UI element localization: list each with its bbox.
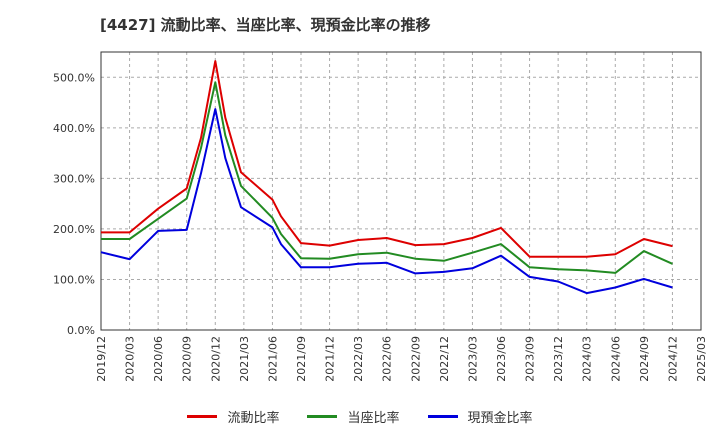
y-tick-label: 100.0% (53, 273, 95, 286)
x-tick-label: 2022/09 (409, 336, 422, 382)
legend-swatch-current-ratio (187, 414, 218, 418)
x-tick-label: 2024/03 (581, 336, 594, 382)
plot-frame (100, 51, 702, 331)
x-tick-label: 2024/09 (638, 336, 651, 382)
legend-item-current-ratio: 流動比率 (187, 407, 279, 426)
x-tick-label: 2024/06 (609, 336, 622, 382)
x-tick-label: 2019/12 (95, 336, 108, 382)
legend-swatch-cash-ratio (427, 414, 458, 418)
series-line-2 (100, 108, 673, 295)
x-tick-label: 2021/03 (238, 336, 251, 382)
y-tick-label: 200.0% (53, 223, 95, 236)
x-tick-label: 2022/12 (438, 336, 451, 382)
x-tick-label: 2020/06 (152, 336, 165, 382)
x-tick-label: 2023/12 (552, 336, 565, 382)
x-tick-label: 2021/06 (266, 336, 279, 382)
x-tick-label: 2025/03 (695, 336, 708, 382)
x-tick-label: 2022/06 (381, 336, 394, 382)
y-tick-label: 500.0% (53, 71, 95, 84)
legend-item-cash-ratio: 現預金比率 (427, 407, 533, 426)
axes: 0.0% 100.0% 200.0% 300.0% 400.0% 500.0% 2019/1… (53, 51, 708, 382)
x-tick-label: 2022/03 (352, 336, 365, 382)
x-tick-label: 2023/09 (524, 336, 537, 382)
x-tick-label: 2023/06 (495, 336, 508, 382)
y-tick-label: 300.0% (53, 172, 95, 185)
series-line-0 (101, 60, 673, 258)
x-tick-label: 2021/12 (324, 336, 337, 382)
legend-label-cash-ratio: 現預金比率 (467, 410, 533, 426)
x-tick-label: 2023/03 (466, 336, 479, 382)
legend-item-quick-ratio: 当座比率 (307, 407, 400, 426)
legend-label-quick-ratio: 当座比率 (347, 410, 400, 426)
x-tick-label: 2021/09 (295, 336, 308, 382)
legend-label-current-ratio: 流動比率 (227, 410, 280, 426)
legend-swatch-quick-ratio (307, 414, 338, 418)
y-tick-label: 0.0% (67, 324, 95, 337)
x-tick-label: 2020/03 (124, 336, 137, 382)
grid (101, 52, 701, 330)
series-lines (100, 60, 673, 295)
x-tick-label: 2020/09 (181, 336, 194, 382)
legend: 流動比率 当座比率 現預金比率 (0, 404, 720, 428)
x-tick-label: 2024/12 (666, 336, 679, 382)
chart-title: [4427] 流動比率、当座比率、現預金比率の推移 (100, 16, 431, 34)
series-line-1 (101, 81, 673, 274)
x-tick-label: 2020/12 (209, 336, 222, 382)
y-tick-label: 400.0% (53, 122, 95, 135)
